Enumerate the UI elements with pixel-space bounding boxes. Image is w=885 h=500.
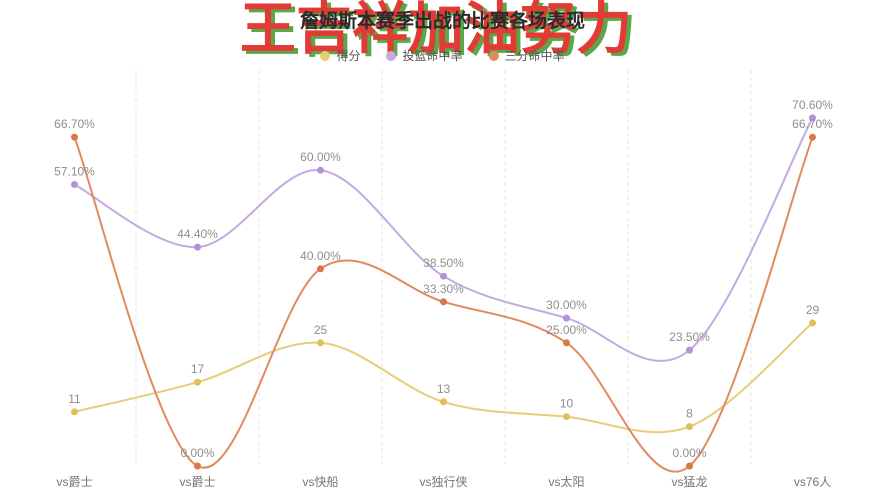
data-point[interactable] [809, 319, 816, 327]
data-point[interactable] [194, 243, 201, 251]
data-label: 17 [191, 362, 205, 376]
legend-label: 三分命中率 [504, 49, 565, 63]
data-point[interactable] [809, 133, 816, 141]
data-point[interactable] [440, 272, 447, 280]
legend-item-3p-pct[interactable]: 三分命中率 [488, 47, 565, 64]
data-point[interactable] [809, 114, 816, 122]
data-point[interactable] [194, 378, 201, 386]
data-label: 23.50% [669, 330, 710, 344]
data-label: 29 [806, 303, 820, 317]
data-label: 44.40% [177, 227, 218, 241]
data-point[interactable] [686, 346, 693, 354]
x-axis-label: vs猛龙 [671, 475, 707, 489]
data-label: 33.30% [423, 282, 464, 296]
data-point[interactable] [71, 181, 78, 188]
data-label: 40.00% [300, 249, 341, 263]
data-point[interactable] [71, 408, 78, 416]
data-label: 11 [68, 392, 81, 406]
series-line-三分命中率 [73, 136, 814, 473]
x-axis-label: vs独行侠 [419, 475, 467, 489]
x-axis-label: vs爵士 [179, 475, 215, 489]
data-point[interactable] [563, 413, 570, 421]
data-point[interactable] [686, 462, 693, 470]
data-label: 38.50% [423, 256, 464, 270]
x-axis-label: vs快船 [302, 475, 338, 489]
data-label: 66.70% [54, 117, 95, 131]
data-point[interactable] [686, 423, 693, 431]
legend-dot-icon [488, 50, 499, 61]
data-label: 57.10% [54, 165, 95, 179]
legend-label: 投篮命中率 [402, 49, 463, 63]
data-label: 25 [314, 323, 328, 337]
data-point[interactable] [440, 398, 447, 406]
data-point[interactable] [194, 462, 201, 470]
chart-title: 詹姆斯本赛季出战的比赛各场表现 [299, 11, 585, 32]
data-label: 70.60% [792, 98, 833, 112]
data-label: 60.00% [300, 150, 341, 164]
x-axis-label: vs爵士 [56, 475, 92, 489]
data-label: 8 [686, 407, 693, 421]
data-point[interactable] [563, 314, 570, 322]
data-point[interactable] [71, 133, 78, 141]
data-label: 0.00% [672, 446, 706, 460]
data-point[interactable] [317, 166, 324, 174]
data-point[interactable] [563, 339, 570, 347]
data-point[interactable] [440, 298, 447, 306]
x-axis-label: vs76人 [794, 475, 831, 489]
data-label: 10 [560, 397, 574, 411]
data-label: 0.00% [180, 446, 214, 460]
data-label: 25.00% [546, 323, 587, 337]
data-label: 66.70% [792, 117, 833, 131]
x-axis-label: vs太阳 [548, 474, 584, 489]
legend-dot-icon [386, 50, 397, 61]
legend-item-points[interactable]: 得分 [320, 47, 360, 64]
legend-item-fg-pct[interactable]: 投篮命中率 [386, 47, 463, 64]
legend-dot-icon [320, 50, 331, 61]
legend-label: 得分 [336, 49, 361, 63]
data-label: 30.00% [546, 298, 587, 312]
data-point[interactable] [317, 339, 324, 347]
data-label: 13 [437, 382, 451, 396]
data-point[interactable] [317, 265, 324, 273]
chart-legend: 得分 投篮命中率 三分命中率 [0, 47, 885, 64]
